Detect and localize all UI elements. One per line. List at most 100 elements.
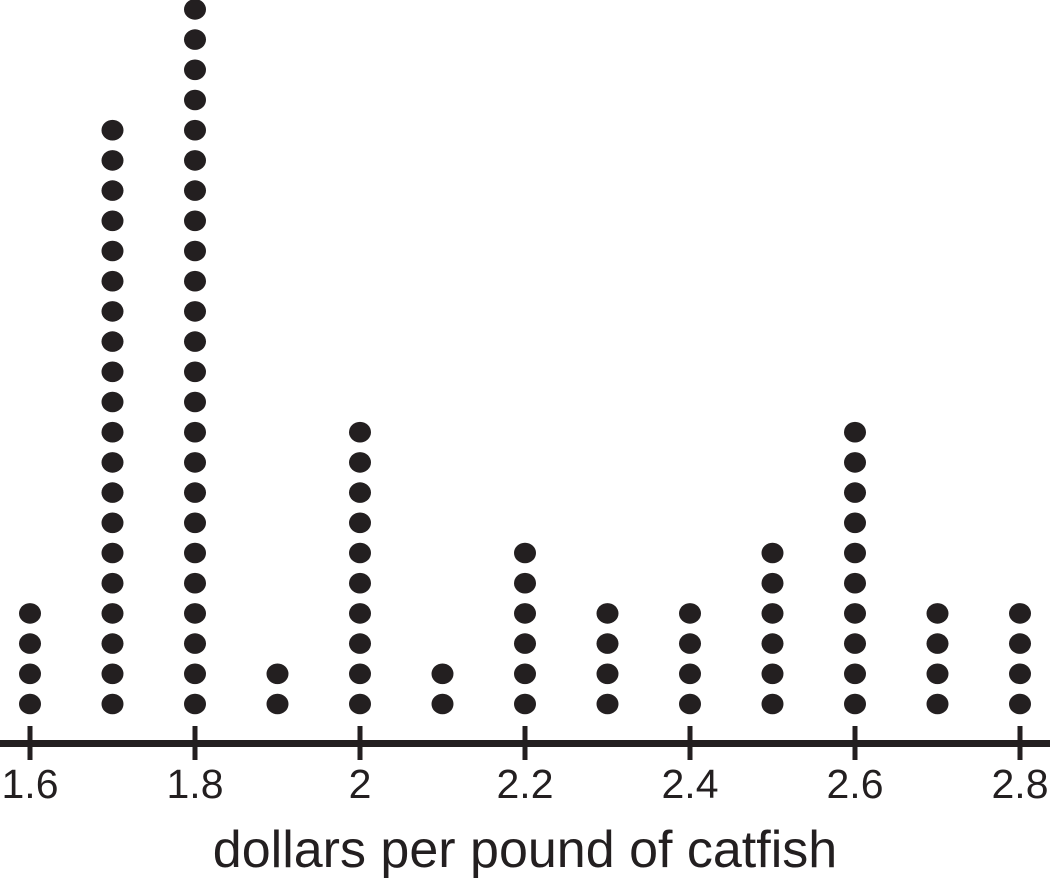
dot <box>184 361 206 383</box>
dot <box>184 482 206 503</box>
dot <box>761 693 784 715</box>
dot <box>184 59 206 81</box>
dot <box>101 421 124 443</box>
dot <box>184 421 206 443</box>
dot <box>349 482 371 503</box>
dot <box>101 482 124 503</box>
dot <box>926 663 949 685</box>
dot <box>514 603 536 624</box>
dot <box>101 240 124 262</box>
dot <box>184 240 206 262</box>
dot <box>184 572 206 594</box>
dot <box>101 693 124 715</box>
dot <box>761 633 784 654</box>
dot <box>184 119 206 141</box>
dot <box>19 633 41 654</box>
dot <box>349 633 371 654</box>
dot <box>101 119 124 141</box>
dot <box>431 693 454 715</box>
dot <box>184 150 206 171</box>
dot <box>184 331 206 352</box>
dot <box>349 542 371 564</box>
dot <box>1009 693 1031 715</box>
tick-label: 2.6 <box>827 761 884 807</box>
dot <box>1009 603 1031 624</box>
dot-column-1.7 <box>101 119 124 715</box>
dot-column-2.6 <box>844 421 866 715</box>
dot <box>679 633 701 654</box>
dot <box>101 331 124 352</box>
dot <box>184 301 206 322</box>
dot <box>1009 663 1031 685</box>
dot <box>514 663 536 685</box>
tick-label: 2 <box>349 761 372 807</box>
dot <box>184 512 206 534</box>
dot <box>761 542 784 564</box>
dot <box>844 542 866 564</box>
dot <box>596 693 619 715</box>
dot <box>761 603 784 624</box>
dot-column-2.5 <box>761 542 784 715</box>
dot <box>844 512 866 534</box>
tick-labels: 1.6 1.8 2 2.2 2.4 2.6 2.8 <box>2 761 1049 807</box>
dot <box>844 421 866 443</box>
dot <box>596 603 619 624</box>
tick-label: 1.8 <box>167 761 224 807</box>
dot <box>19 663 41 685</box>
dot <box>679 693 701 715</box>
dot <box>844 633 866 654</box>
dot <box>349 512 371 534</box>
dot <box>101 603 124 624</box>
dot <box>101 663 124 685</box>
dot <box>101 633 124 654</box>
dot <box>101 452 124 473</box>
dot <box>349 693 371 715</box>
dot <box>184 391 206 413</box>
dot <box>349 421 371 443</box>
dot-column-2 <box>349 421 371 715</box>
dot <box>266 693 289 715</box>
dot <box>596 633 619 654</box>
dot <box>266 663 289 685</box>
dot <box>349 603 371 624</box>
dot <box>926 633 949 654</box>
dot <box>101 150 124 171</box>
dot <box>101 180 124 201</box>
dot <box>184 89 206 111</box>
dot <box>19 603 41 624</box>
dot <box>761 572 784 594</box>
dot <box>844 572 866 594</box>
dot <box>844 603 866 624</box>
dot <box>761 663 784 685</box>
dot <box>184 29 206 50</box>
tick-label: 1.6 <box>2 761 59 807</box>
x-axis-title: dollars per pound of catfish <box>213 821 837 879</box>
dot <box>101 301 124 322</box>
dot <box>514 693 536 715</box>
dot <box>349 663 371 685</box>
dot <box>184 0 206 20</box>
dot <box>101 391 124 413</box>
dot <box>349 572 371 594</box>
dot <box>184 693 206 715</box>
dot-column-1.6 <box>19 603 41 715</box>
dot <box>514 633 536 654</box>
dot <box>184 452 206 473</box>
dot <box>844 452 866 473</box>
dot <box>101 572 124 594</box>
dot <box>184 180 206 201</box>
dot <box>596 663 619 685</box>
dot <box>844 482 866 503</box>
tick-label: 2.2 <box>497 761 554 807</box>
dot <box>514 572 536 594</box>
dot <box>184 270 206 292</box>
dot <box>514 542 536 564</box>
dot <box>844 693 866 715</box>
dot <box>101 512 124 534</box>
dot-column-2.2 <box>514 542 536 715</box>
dot <box>184 663 206 685</box>
dot <box>349 452 371 473</box>
dot <box>431 663 454 685</box>
